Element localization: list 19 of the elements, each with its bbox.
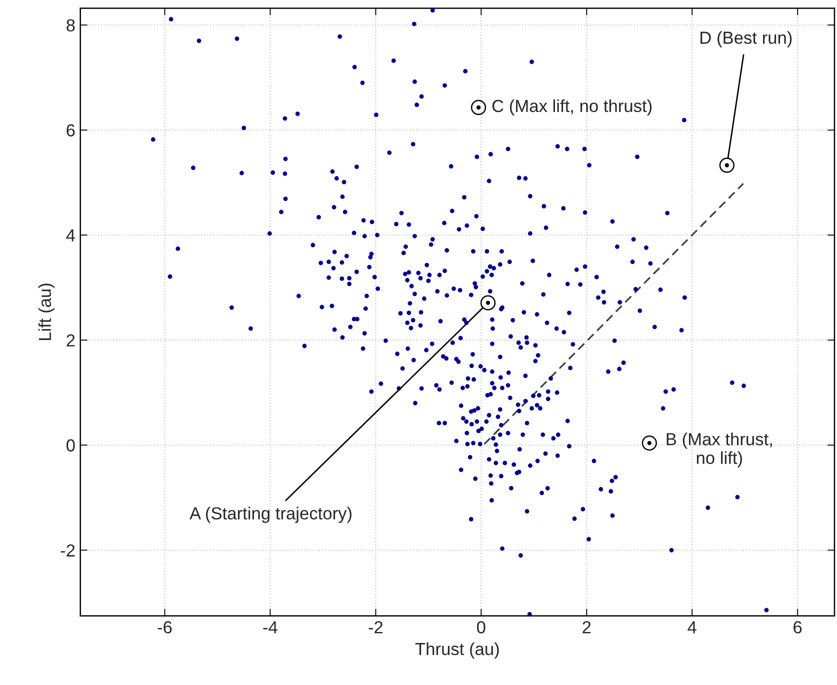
x-tick-label: -6 — [158, 621, 172, 634]
annotation: B (Max thrust, no lift) — [666, 432, 772, 468]
annotation: D (Best run) — [700, 31, 792, 48]
y-tick-label: 0 — [66, 439, 75, 452]
y-tick-label: 4 — [66, 229, 75, 242]
x-tick-label: 0 — [477, 621, 486, 634]
annotation: C (Max lift, no thrust) — [492, 99, 652, 116]
y-tick-label: 2 — [66, 334, 75, 346]
y-tick-label: 8 — [66, 19, 75, 32]
x-axis-title: Thrust (au) — [415, 642, 499, 659]
x-tick-label: 6 — [794, 621, 802, 634]
x-tick-label: -4 — [263, 621, 278, 634]
y-axis-title: Lift (au) — [38, 284, 54, 340]
y-tick-label: -2 — [60, 544, 75, 556]
x-tick-label: 4 — [688, 621, 696, 634]
y-tick-label: 6 — [66, 124, 75, 137]
annotation: A (Starting trajectory) — [190, 506, 352, 523]
x-tick-label: 2 — [582, 621, 591, 634]
x-tick-label: -2 — [368, 621, 383, 634]
